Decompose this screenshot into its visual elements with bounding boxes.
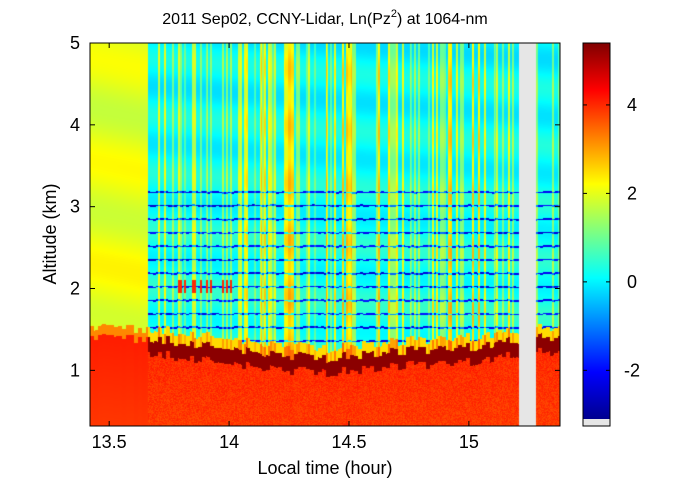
x-tick-label: 13.5 [92,432,127,452]
y-axis-label: Altitude (km) [40,183,60,284]
colorbar-tick-label: 4 [627,95,637,115]
y-tick-label: 2 [70,279,80,299]
x-tick-label: 15 [459,432,479,452]
y-tick-label: 1 [70,360,80,380]
plot-frame [89,42,561,427]
colorbar-tick-label: -2 [624,360,640,380]
colorbar-missing-swatch [583,419,610,426]
colorbar-ticks: -2 0 2 4 [583,95,640,380]
y-tick-label: 3 [70,197,80,217]
x-axis: 13.5 14 14.5 15 [92,43,479,452]
x-tick-label: 14.5 [331,432,366,452]
y-tick-label: 5 [70,33,80,53]
chart-title: 2011 Sep02, CCNY-Lidar, Ln(Pz2) at 1064-… [162,8,487,28]
colorbar-gradient [583,43,610,419]
x-tick-label: 14 [219,432,239,452]
heatmap-image [90,43,560,426]
colorbar-tick-label: 2 [627,183,637,203]
colorbar-frame [582,42,611,427]
plot-area [89,42,561,427]
y-tick-label: 4 [70,115,80,135]
colorbar-tick-label: 0 [627,272,637,292]
colorbar: -2 0 2 4 [582,42,640,427]
x-axis-label: Local time (hour) [257,458,392,478]
y-axis: 1 2 3 4 5 [70,33,560,380]
